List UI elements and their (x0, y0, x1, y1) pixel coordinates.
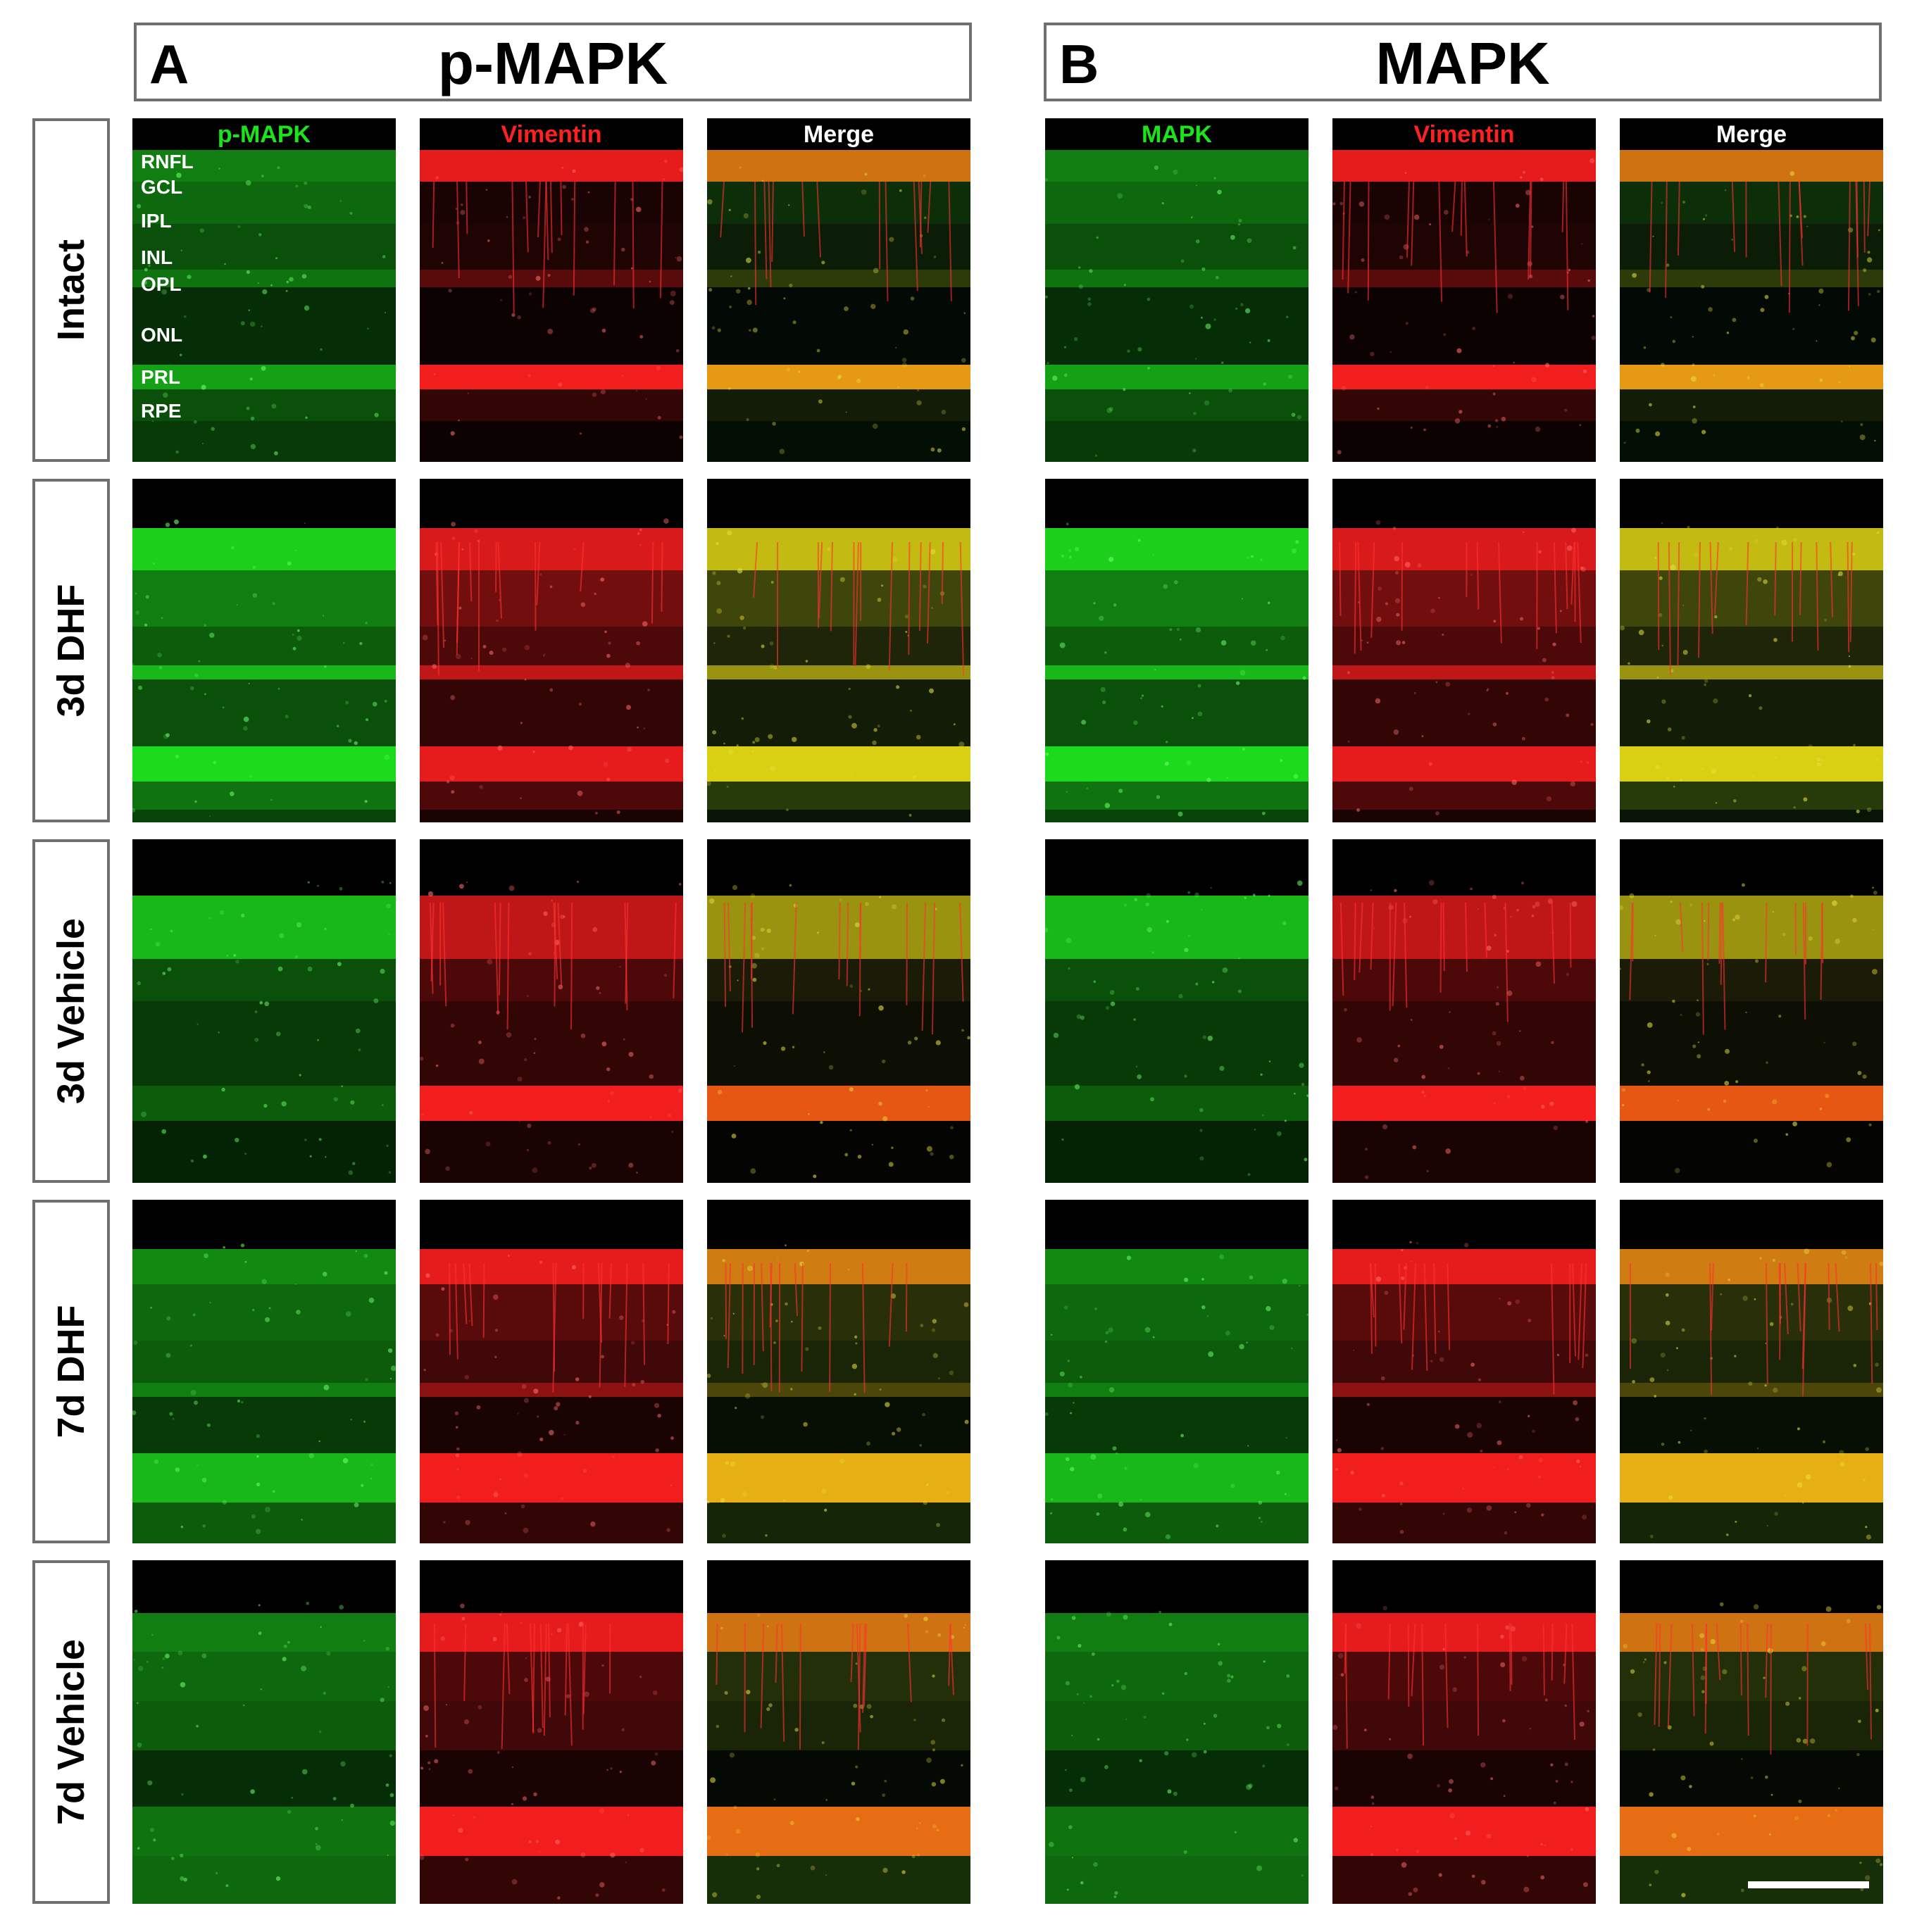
micrograph-image (1620, 883, 1883, 1183)
micrograph-b-green-2 (1045, 839, 1308, 1183)
micrograph-image (132, 880, 396, 1183)
micrograph-b-green-0: MAPK (1045, 118, 1308, 462)
micrograph-b-green-1 (1045, 479, 1308, 822)
micrograph-a-red-3 (420, 1200, 683, 1543)
row-label-7d-dhf: 7d DHF (32, 1200, 110, 1543)
micrograph-image (1332, 520, 1596, 822)
column-header: p-MAPK (217, 121, 311, 148)
micrograph-image (420, 150, 683, 462)
scale-bar (1748, 1881, 1869, 1888)
layer-label-inl: INL (141, 246, 173, 268)
micrograph-a-red-2 (420, 839, 683, 1183)
micrograph-image (1332, 1241, 1596, 1543)
layer-label-onl: ONL (141, 324, 183, 346)
column-header: Merge (803, 121, 875, 148)
micrograph-a-green-3 (132, 1200, 396, 1543)
micrograph-b-green-3 (1045, 1200, 1308, 1543)
micrograph-a-green-4 (132, 1560, 396, 1904)
micrograph-b-merge-4 (1620, 1560, 1883, 1904)
micrograph-image (1620, 1248, 1883, 1543)
micrograph-b-merge-0: Merge (1620, 118, 1883, 462)
micrograph-image (132, 150, 396, 462)
micrograph-a-merge-1 (707, 479, 970, 822)
micrograph-a-merge-4 (707, 1560, 970, 1904)
row-label-intact: Intact (32, 118, 110, 462)
micrograph-image (1620, 150, 1883, 462)
row-label-3d-vehicle: 3d Vehicle (32, 839, 110, 1183)
micrograph-a-green-0: p-MAPK RNFL GCL IPL INL OPL ONL PRL RPE (132, 118, 396, 462)
micrograph-b-red-4 (1332, 1560, 1596, 1904)
micrograph-b-merge-1 (1620, 479, 1883, 822)
column-header: Merge (1716, 121, 1787, 148)
micrograph-a-merge-2 (707, 839, 970, 1183)
micrograph-a-green-2 (132, 839, 396, 1183)
micrograph-b-merge-2 (1620, 839, 1883, 1183)
micrograph-image (1045, 522, 1308, 822)
micrograph-a-merge-3 (707, 1200, 970, 1543)
panel-a-letter: A (149, 33, 189, 95)
layer-label-ipl: IPL (141, 210, 172, 232)
micrograph-b-red-1 (1332, 479, 1596, 822)
micrograph-image (707, 150, 970, 462)
micrograph-image (707, 528, 970, 822)
micrograph-image (1045, 1610, 1308, 1904)
micrograph-image (420, 518, 683, 822)
micrograph-image (707, 1613, 970, 1904)
micrograph-image (707, 884, 970, 1183)
column-header: Vimentin (501, 121, 602, 148)
micrograph-a-red-0: Vimentin (420, 118, 683, 462)
panel-b-title: MAPK (1375, 30, 1550, 96)
panel-b-letter: B (1059, 33, 1099, 95)
micrograph-image (420, 1603, 683, 1904)
layer-label-rpe: RPE (141, 400, 182, 422)
panel-a-header: A p-MAPK (134, 23, 972, 101)
micrograph-image (1045, 150, 1308, 462)
micrograph-b-merge-3 (1620, 1200, 1883, 1543)
panel-b-header: B MAPK (1044, 23, 1882, 101)
micrograph-a-red-1 (420, 479, 683, 822)
row-label-3d-dhf: 3d DHF (32, 479, 110, 822)
row-label-7d-vehicle: 7d Vehicle (32, 1560, 110, 1904)
layer-label-prl: PRL (141, 366, 180, 388)
column-header: MAPK (1141, 121, 1213, 148)
micrograph-image (1332, 1605, 1596, 1904)
layer-label-gcl: GCL (141, 176, 183, 198)
column-header: Vimentin (1413, 121, 1515, 148)
micrograph-image (420, 1249, 683, 1543)
micrograph-image (1332, 150, 1596, 462)
micrograph-image (132, 1243, 396, 1543)
panel-a-title: p-MAPK (437, 30, 668, 96)
micrograph-image (420, 880, 683, 1183)
micrograph-a-red-4 (420, 1560, 683, 1904)
layer-label-opl: OPL (141, 273, 182, 295)
micrograph-b-green-4 (1045, 1560, 1308, 1904)
micrograph-b-red-2 (1332, 839, 1596, 1183)
micrograph-image (1332, 880, 1596, 1183)
micrograph-image (707, 1244, 970, 1543)
micrograph-a-green-1 (132, 479, 396, 822)
micrograph-b-red-0: Vimentin (1332, 118, 1596, 462)
micrograph-a-merge-0: Merge (707, 118, 970, 462)
micrograph-b-red-3 (1332, 1200, 1596, 1543)
layer-label-rnfl: RNFL (141, 151, 194, 172)
micrograph-image (1045, 880, 1308, 1183)
micrograph-image (132, 1601, 396, 1904)
micrograph-image (132, 519, 396, 822)
micrograph-image (1620, 522, 1883, 822)
micrograph-image (1045, 1249, 1308, 1543)
micrograph-image (1620, 1602, 1883, 1904)
